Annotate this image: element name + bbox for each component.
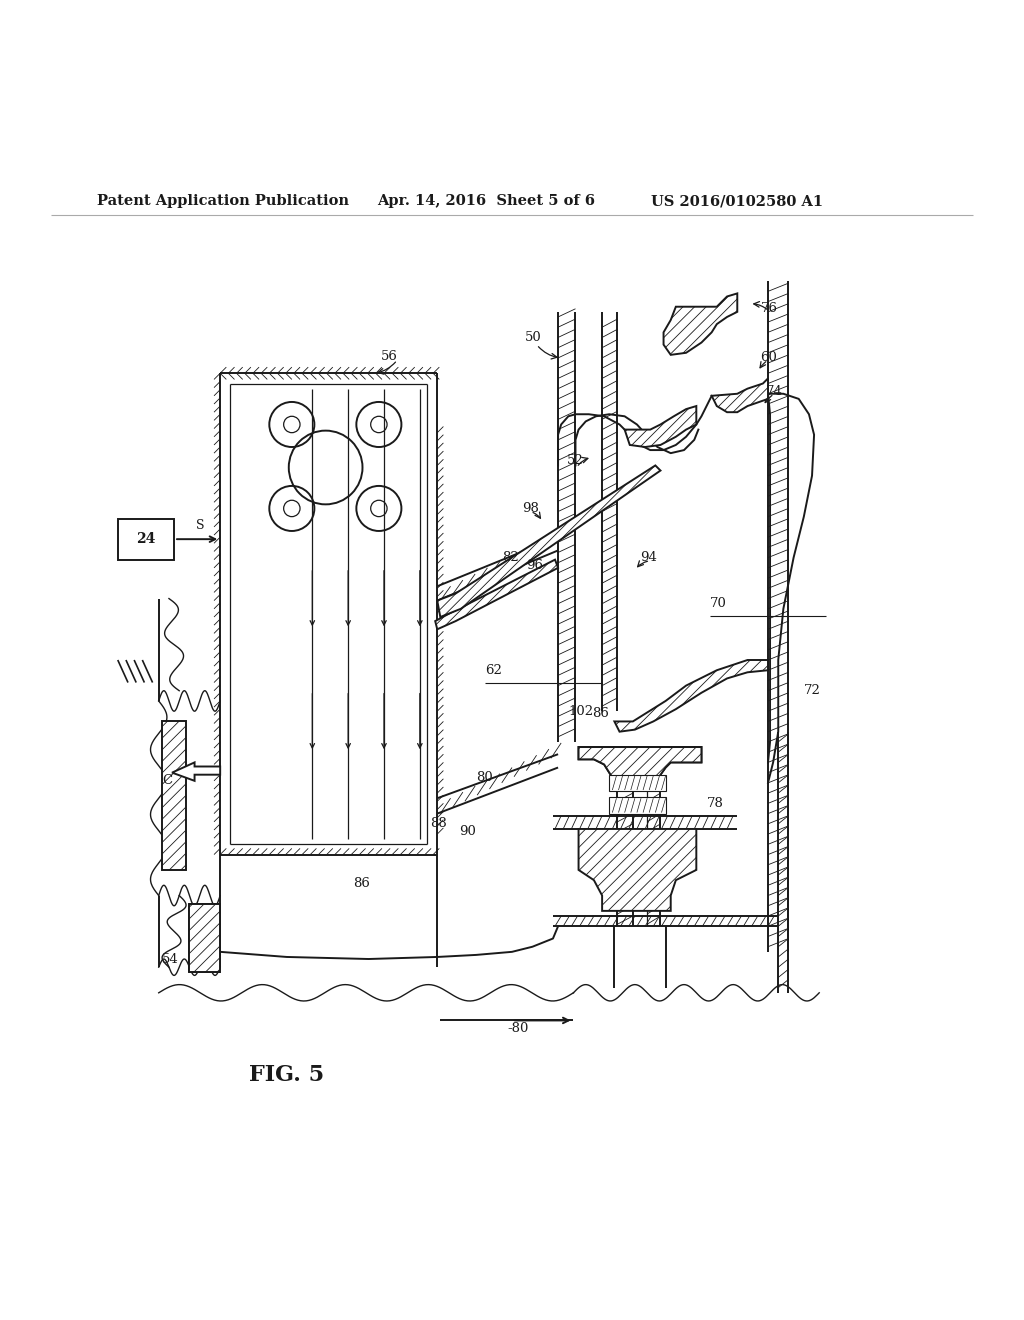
Text: 96: 96: [526, 560, 544, 573]
Text: 54: 54: [162, 953, 178, 965]
Polygon shape: [625, 407, 696, 447]
Polygon shape: [579, 829, 696, 911]
FancyBboxPatch shape: [118, 519, 174, 560]
Polygon shape: [579, 747, 701, 791]
Polygon shape: [664, 293, 737, 355]
Polygon shape: [614, 660, 768, 731]
Text: 90: 90: [459, 825, 475, 837]
Text: 94: 94: [640, 552, 656, 564]
Polygon shape: [162, 722, 186, 870]
Text: 98: 98: [522, 502, 539, 515]
Polygon shape: [189, 904, 220, 973]
Text: 72: 72: [804, 684, 820, 697]
Text: 62: 62: [485, 664, 502, 677]
Text: C: C: [162, 775, 172, 787]
Text: S: S: [197, 519, 205, 532]
Text: 70: 70: [710, 597, 726, 610]
Text: 52: 52: [567, 454, 584, 467]
Text: 74: 74: [766, 385, 782, 399]
Text: FIG. 5: FIG. 5: [249, 1064, 325, 1086]
Text: 24: 24: [136, 532, 156, 546]
Polygon shape: [435, 560, 558, 630]
Text: 82: 82: [502, 552, 518, 564]
Text: US 2016/0102580 A1: US 2016/0102580 A1: [651, 194, 823, 209]
Polygon shape: [579, 747, 701, 791]
Text: 86: 86: [353, 876, 370, 890]
Text: 102: 102: [568, 705, 594, 718]
Text: 86: 86: [592, 706, 608, 719]
Text: 78: 78: [707, 797, 723, 810]
Text: 56: 56: [381, 350, 397, 363]
Text: 88: 88: [430, 817, 446, 830]
Text: 80: 80: [476, 771, 493, 784]
Text: 60: 60: [760, 351, 776, 364]
Polygon shape: [437, 466, 660, 616]
Text: Patent Application Publication: Patent Application Publication: [97, 194, 349, 209]
Polygon shape: [712, 379, 768, 412]
FancyBboxPatch shape: [609, 797, 666, 813]
FancyBboxPatch shape: [609, 775, 666, 791]
Polygon shape: [172, 763, 220, 781]
Text: -80: -80: [507, 1022, 528, 1035]
Text: 76: 76: [761, 302, 778, 315]
Text: 50: 50: [525, 331, 542, 345]
Text: Apr. 14, 2016  Sheet 5 of 6: Apr. 14, 2016 Sheet 5 of 6: [377, 194, 595, 209]
